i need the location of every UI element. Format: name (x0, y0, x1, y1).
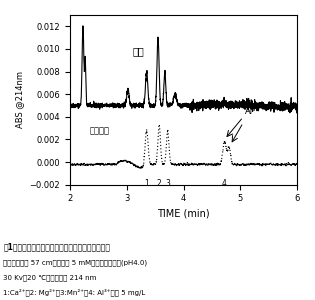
Text: 1:Ca²⁺、2: Mg²⁺、3:Mn²⁺、4: Al³⁺、各 5 mg/L: 1:Ca²⁺、2: Mg²⁺、3:Mn²⁺、4: Al³⁺、各 5 mg/L (3, 288, 146, 296)
Text: Al³⁺: Al³⁺ (244, 107, 261, 116)
Text: 図1　番茶浸出液のキャピラリー電気泳動分析結果: 図1 番茶浸出液のキャピラリー電気泳動分析結果 (3, 242, 110, 251)
Text: 4: 4 (222, 179, 227, 188)
Text: 2: 2 (157, 179, 162, 188)
Text: 標準溶液: 標準溶液 (90, 127, 110, 136)
Text: 3: 3 (165, 179, 170, 188)
Y-axis label: ABS @214nm: ABS @214nm (15, 71, 24, 128)
Text: 1: 1 (144, 179, 149, 188)
X-axis label: TIME (min): TIME (min) (157, 209, 210, 219)
Text: 番茶: 番茶 (132, 46, 144, 57)
Text: キャピラリー 57 cm、泳動液 5 mM、イミダゾール(pH4.0): キャピラリー 57 cm、泳動液 5 mM、イミダゾール(pH4.0) (3, 259, 147, 266)
Text: 30 Kv、20 ℃、検出波長 214 nm: 30 Kv、20 ℃、検出波長 214 nm (3, 274, 96, 281)
